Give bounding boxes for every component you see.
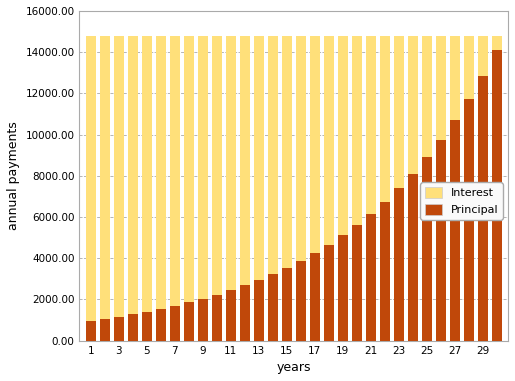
Bar	[310, 35, 320, 253]
Bar	[422, 157, 432, 341]
Bar	[380, 202, 390, 341]
Bar	[254, 280, 264, 341]
Bar	[338, 35, 348, 235]
Bar	[324, 245, 334, 341]
Bar	[408, 35, 418, 174]
Bar	[156, 309, 166, 341]
Bar	[366, 35, 376, 214]
Bar	[184, 303, 194, 341]
Bar	[478, 76, 488, 341]
Bar	[492, 35, 502, 50]
Bar	[268, 274, 278, 341]
Bar	[268, 35, 278, 274]
Bar	[142, 312, 151, 341]
Bar	[240, 35, 250, 285]
Bar	[170, 306, 180, 341]
Bar	[464, 99, 474, 341]
Bar	[212, 295, 221, 341]
Bar	[436, 35, 445, 140]
Bar	[226, 35, 236, 290]
Bar	[86, 35, 96, 320]
Bar	[128, 314, 138, 341]
Y-axis label: annual payments: annual payments	[7, 122, 20, 230]
Bar	[226, 290, 236, 341]
Bar	[170, 35, 180, 306]
Bar	[296, 261, 306, 341]
Bar	[254, 35, 264, 280]
Bar	[240, 285, 250, 341]
Bar	[184, 35, 194, 303]
Bar	[422, 35, 432, 157]
X-axis label: years: years	[277, 361, 311, 374]
Bar	[478, 35, 488, 76]
Bar	[114, 35, 124, 317]
Bar	[450, 35, 460, 120]
Bar	[324, 35, 334, 245]
Bar	[142, 35, 151, 312]
Bar	[86, 320, 96, 341]
Bar	[450, 120, 460, 341]
Bar	[338, 235, 348, 341]
Bar	[310, 253, 320, 341]
Bar	[492, 50, 502, 341]
Bar	[212, 35, 221, 295]
Bar	[352, 35, 362, 225]
Bar	[296, 35, 306, 261]
Bar	[352, 225, 362, 341]
Bar	[198, 299, 208, 341]
Bar	[366, 214, 376, 341]
Bar	[114, 317, 124, 341]
Bar	[128, 35, 138, 314]
Bar	[100, 319, 110, 341]
Bar	[436, 140, 445, 341]
Legend: Interest, Principal: Interest, Principal	[420, 182, 503, 220]
Bar	[394, 35, 404, 188]
Bar	[100, 35, 110, 319]
Bar	[408, 174, 418, 341]
Bar	[156, 35, 166, 309]
Bar	[394, 188, 404, 341]
Bar	[282, 35, 291, 268]
Bar	[380, 35, 390, 202]
Bar	[282, 268, 291, 341]
Bar	[464, 35, 474, 99]
Bar	[198, 35, 208, 299]
